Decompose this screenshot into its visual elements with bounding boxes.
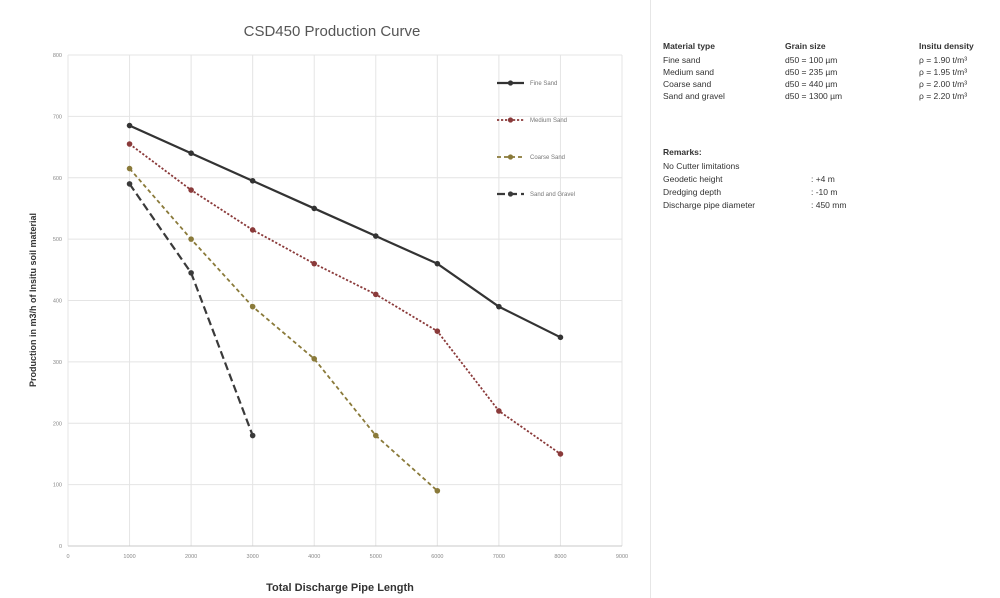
param-label: Discharge pipe diameter: [663, 200, 756, 210]
table-row: Coarse sand d50 = 440 µm ρ = 2.00 t/m³: [663, 78, 998, 90]
data-point: [126, 181, 133, 187]
x-tick-label: 0: [66, 554, 69, 560]
data-point: [188, 270, 194, 276]
data-point: [188, 150, 194, 156]
data-point: [311, 260, 318, 267]
material-name: Medium sand: [663, 67, 715, 77]
legend-label: Coarse Sand: [530, 155, 565, 161]
data-point: [311, 205, 318, 212]
legend-marker: [507, 80, 514, 86]
header-grain-size: Grain size: [785, 41, 826, 51]
data-point: [496, 408, 502, 414]
axes: 0 1000 2000 3000 4000 5000 6000 7000 8000 9000 0 10…: [53, 53, 628, 560]
param-row: Discharge pipe diameter : 450 mm: [663, 200, 998, 210]
y-tick-label: 800: [53, 53, 62, 59]
x-tick-label: 4000: [308, 554, 320, 560]
data-point: [372, 233, 379, 239]
param-value: : 450 mm: [811, 200, 847, 210]
grain-size: d50 = 440 µm: [785, 79, 838, 89]
table-row: Fine sand d50 = 100 µm ρ = 1.90 t/m³: [663, 54, 998, 66]
series-line: [128, 167, 438, 492]
data-point: [434, 260, 441, 267]
x-tick-label: 7000: [493, 554, 505, 560]
table-row: Medium sand d50 = 235 µm ρ = 1.95 t/m³: [663, 66, 998, 78]
density: ρ = 1.90 t/m³: [919, 55, 968, 65]
data-point: [249, 178, 256, 184]
density: ρ = 1.95 t/m³: [919, 67, 968, 77]
data-point: [557, 334, 564, 341]
y-tick-label: 400: [53, 299, 62, 305]
y-axis-title: Production in m3/h of Insitu soil materi…: [28, 213, 38, 387]
data-point: [126, 122, 133, 129]
remarks-note: No Cutter limitations: [663, 161, 740, 171]
data-point: [188, 187, 194, 193]
x-tick-label: 3000: [247, 554, 259, 560]
legend-label: Sand and Gravel: [530, 192, 575, 198]
x-tick-label: 6000: [431, 554, 443, 560]
legend-label: Fine Sand: [530, 81, 557, 87]
data-point: [188, 236, 194, 242]
density: ρ = 2.20 t/m³: [919, 91, 968, 101]
data-point: [372, 291, 379, 298]
data-point: [126, 165, 133, 172]
param-label: Dredging depth: [663, 187, 722, 197]
data-point: [249, 303, 256, 310]
x-axis-title: Total Discharge Pipe Length: [266, 582, 414, 594]
material-name: Coarse sand: [663, 79, 712, 89]
x-tick-label: 5000: [370, 554, 382, 560]
series-line: [129, 143, 561, 455]
chart-title: CSD450 Production Curve: [244, 23, 421, 40]
y-tick-label: 300: [53, 360, 62, 366]
legend: Fine Sand Medium Sand Coarse Sand Sand and …: [497, 80, 575, 198]
material-table-header: Material type Grain size Insitu density: [663, 40, 998, 54]
data-point: [557, 451, 564, 457]
remarks-title: Remarks:: [663, 147, 702, 157]
production-chart: 0 1000 2000 3000 4000 5000 6000 7000 8000 9000 0 10…: [28, 23, 628, 594]
data-point: [249, 227, 256, 233]
param-row: Geodetic height : +4 m: [663, 174, 998, 184]
material-name: Sand and gravel: [663, 91, 725, 101]
y-tick-label: 600: [53, 176, 62, 182]
density: ρ = 2.00 t/m³: [919, 79, 968, 89]
y-tick-label: 500: [53, 237, 62, 243]
y-tick-label: 100: [53, 483, 62, 489]
legend-marker: [507, 154, 514, 160]
data-point: [372, 432, 379, 439]
grain-size: d50 = 100 µm: [785, 55, 838, 65]
x-tick-label: 2000: [185, 554, 197, 560]
x-tick-label: 9000: [616, 554, 628, 560]
data-point: [311, 356, 318, 362]
y-tick-label: 200: [53, 421, 62, 427]
header-insitu-density: Insitu density: [919, 41, 974, 51]
y-tick-label: 700: [53, 114, 62, 120]
param-label: Geodetic height: [663, 174, 723, 184]
chart-panel: 0 1000 2000 3000 4000 5000 6000 7000 8000 9000 0 10…: [28, 0, 651, 598]
grid: [67, 54, 623, 547]
info-panel: Material type Grain size Insitu density …: [663, 40, 998, 213]
param-value: : +4 m: [811, 174, 835, 184]
series-line: [129, 124, 561, 339]
table-row: Sand and gravel d50 = 1300 µm ρ = 2.20 t…: [663, 90, 998, 102]
remarks-section: Remarks: No Cutter limitations Geodetic …: [663, 147, 998, 210]
legend-marker: [507, 117, 514, 123]
y-tick-label: 0: [59, 544, 62, 550]
data-point: [496, 303, 502, 310]
series-layer: [126, 122, 564, 494]
param-value: : -10 m: [811, 187, 838, 197]
material-name: Fine sand: [663, 55, 701, 65]
legend-label: Medium Sand: [530, 118, 567, 124]
material-table: Material type Grain size Insitu density …: [663, 40, 998, 102]
grain-size: d50 = 235 µm: [785, 67, 838, 77]
legend-marker: [507, 191, 514, 197]
x-tick-label: 1000: [123, 554, 135, 560]
grain-size: d50 = 1300 µm: [785, 91, 843, 101]
param-row: Dredging depth : -10 m: [663, 187, 998, 197]
header-material-type: Material type: [663, 41, 715, 51]
data-point: [434, 487, 441, 494]
data-point: [126, 141, 133, 147]
data-point: [249, 432, 256, 439]
data-point: [434, 328, 441, 334]
x-tick-label: 8000: [554, 554, 566, 560]
